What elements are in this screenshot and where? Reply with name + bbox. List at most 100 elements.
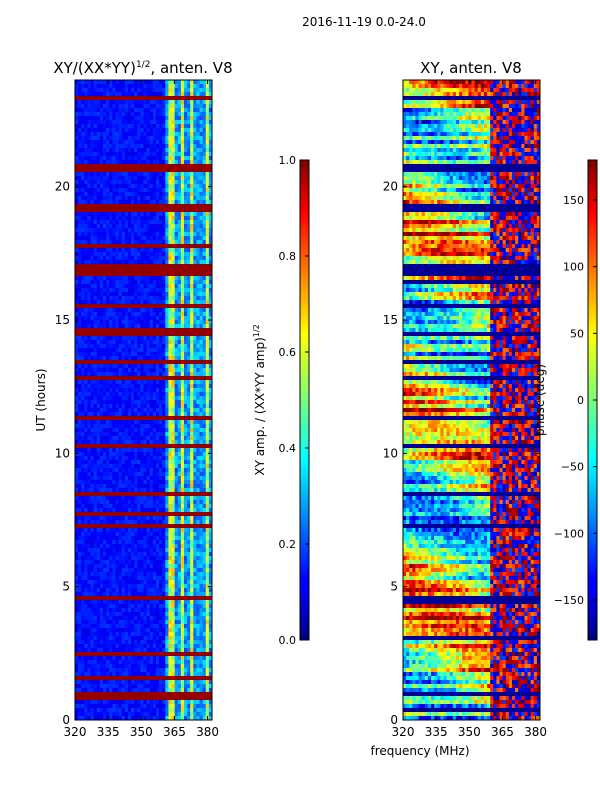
heatmap-cell bbox=[155, 368, 160, 373]
heatmap-cell bbox=[137, 252, 141, 257]
heatmap-cell bbox=[118, 520, 123, 525]
heatmap-cell bbox=[143, 380, 148, 385]
heatmap-cell bbox=[90, 480, 95, 485]
heatmap-cell bbox=[146, 300, 151, 305]
heatmap-cell bbox=[103, 88, 107, 93]
heatmap-cell bbox=[196, 160, 200, 165]
heatmap-cell bbox=[90, 352, 95, 357]
heatmap-cell bbox=[174, 428, 179, 433]
heatmap-cell bbox=[137, 200, 141, 205]
heatmap-cell bbox=[152, 280, 157, 285]
heatmap-cell bbox=[81, 380, 85, 385]
heatmap-cell bbox=[174, 144, 179, 149]
heatmap-cell bbox=[96, 444, 101, 449]
heatmap-cell bbox=[134, 388, 138, 393]
heatmap-cell bbox=[99, 180, 104, 185]
heatmap-cell bbox=[103, 480, 107, 485]
heatmap-cell bbox=[190, 288, 194, 293]
heatmap-cell bbox=[103, 176, 107, 181]
heatmap-cell bbox=[196, 528, 200, 533]
heatmap-cell bbox=[99, 532, 104, 537]
heatmap-cell bbox=[190, 216, 194, 221]
heatmap-cell bbox=[159, 104, 163, 109]
heatmap-cell bbox=[93, 172, 98, 177]
heatmap-cell bbox=[187, 476, 191, 481]
heatmap-cell bbox=[115, 492, 119, 497]
heatmap-cell bbox=[183, 364, 188, 369]
heatmap-cell bbox=[112, 152, 116, 157]
heatmap-cell bbox=[149, 308, 154, 313]
heatmap-cell bbox=[155, 448, 160, 453]
heatmap-cell bbox=[180, 372, 185, 377]
heatmap-cell bbox=[190, 192, 194, 197]
heatmap-cell bbox=[106, 512, 110, 517]
heatmap-cell bbox=[196, 116, 200, 121]
heatmap-cell bbox=[103, 472, 107, 477]
heatmap-cell bbox=[190, 468, 194, 473]
heatmap-cell bbox=[109, 88, 113, 93]
heatmap-cell bbox=[168, 512, 172, 517]
heatmap-cell bbox=[149, 216, 154, 221]
heatmap-cell bbox=[137, 164, 141, 169]
heatmap-cell bbox=[202, 120, 207, 125]
heatmap-cell bbox=[159, 212, 163, 217]
heatmap-cell bbox=[84, 108, 88, 113]
heatmap-cell bbox=[93, 340, 98, 345]
heatmap-cell bbox=[103, 200, 107, 205]
heatmap-cell bbox=[115, 408, 119, 413]
heatmap-cell bbox=[199, 156, 204, 161]
heatmap-cell bbox=[112, 168, 116, 173]
heatmap-cell bbox=[124, 240, 129, 245]
heatmap-cell bbox=[143, 264, 148, 269]
heatmap-cell bbox=[84, 228, 88, 233]
heatmap-cell bbox=[187, 252, 191, 257]
heatmap-cell bbox=[124, 420, 129, 425]
heatmap-cell bbox=[146, 88, 151, 93]
heatmap-cell bbox=[109, 400, 113, 405]
heatmap-cell bbox=[84, 444, 88, 449]
heatmap-cell bbox=[106, 176, 110, 181]
heatmap-cell bbox=[143, 408, 148, 413]
heatmap-cell bbox=[152, 404, 157, 409]
heatmap-cell bbox=[124, 372, 129, 377]
heatmap-cell bbox=[124, 500, 129, 505]
heatmap-cell bbox=[81, 264, 85, 269]
heatmap-cell bbox=[146, 172, 151, 177]
heatmap-cell bbox=[159, 280, 163, 285]
heatmap-cell bbox=[162, 160, 166, 165]
heatmap-cell bbox=[180, 364, 185, 369]
heatmap-cell bbox=[137, 392, 141, 397]
heatmap-cell bbox=[118, 360, 123, 365]
heatmap-cell bbox=[162, 248, 166, 253]
heatmap-cell bbox=[134, 172, 138, 177]
heatmap-cell bbox=[103, 256, 107, 261]
heatmap-cell bbox=[131, 532, 135, 537]
heatmap-cell bbox=[96, 344, 101, 349]
heatmap-cell bbox=[202, 368, 207, 373]
heatmap-cell bbox=[177, 80, 182, 85]
heatmap-cell bbox=[165, 384, 169, 389]
heatmap-cell bbox=[84, 248, 88, 253]
heatmap-cell bbox=[187, 348, 191, 353]
heatmap-cell bbox=[118, 156, 123, 161]
heatmap-cell bbox=[196, 80, 200, 85]
heatmap-cell bbox=[205, 392, 210, 397]
heatmap-cell bbox=[121, 356, 126, 361]
heatmap-cell bbox=[187, 80, 191, 85]
heatmap-cell bbox=[124, 208, 129, 213]
heatmap-cell bbox=[90, 324, 95, 329]
heatmap-cell bbox=[155, 312, 160, 317]
heatmap-cell bbox=[140, 360, 144, 365]
heatmap-cell bbox=[87, 432, 91, 437]
heatmap-cell bbox=[131, 124, 135, 129]
heatmap-cell bbox=[165, 388, 169, 393]
heatmap-cell bbox=[75, 320, 79, 325]
heatmap-cell bbox=[140, 96, 144, 101]
heatmap-cell bbox=[99, 376, 104, 381]
heatmap-cell bbox=[146, 152, 151, 157]
heatmap-cell bbox=[187, 272, 191, 277]
heatmap-cell bbox=[134, 204, 138, 209]
heatmap-cell bbox=[131, 192, 135, 197]
heatmap-cell bbox=[93, 304, 98, 309]
heatmap-cell bbox=[177, 388, 182, 393]
